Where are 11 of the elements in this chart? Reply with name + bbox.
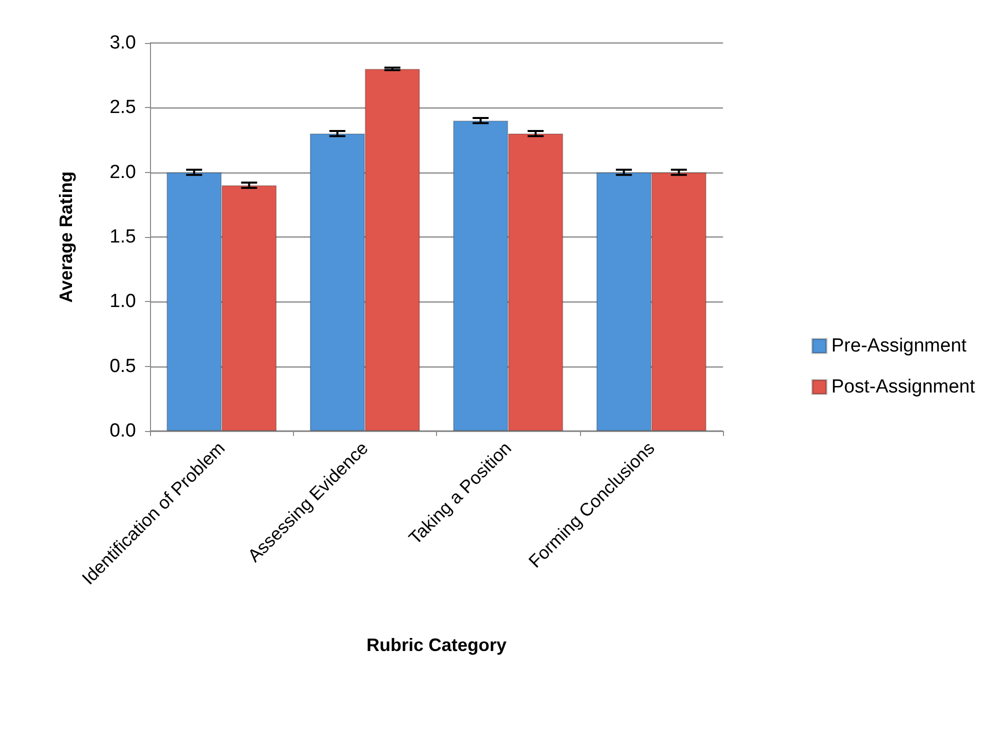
y-tick-label: 0.0 [110, 420, 136, 442]
y-tick-label: 2.5 [110, 97, 136, 118]
y-axis-title: Average Rating [56, 171, 76, 303]
y-tick-label: 1.0 [110, 291, 136, 312]
y-tick-label: 1.5 [110, 226, 136, 248]
y-tick-label: 3.0 [110, 32, 136, 54]
y-tick-label: 2.0 [110, 162, 136, 183]
legend-label: Post-Assignment [831, 376, 976, 398]
y-tick-label: 0.5 [110, 356, 136, 377]
x-axis-title: Rubric Category [366, 635, 507, 655]
legend-label: Pre-Assignment [831, 336, 968, 356]
